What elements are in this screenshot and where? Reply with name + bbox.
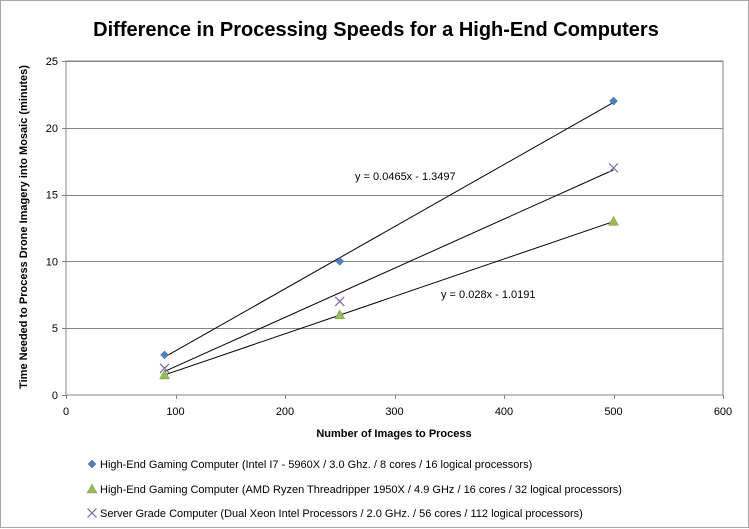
chart-title: Difference in Processing Speeds for a Hi… [93, 19, 659, 41]
point-2-1-b [334, 296, 345, 307]
y-tick-label-3: 15 [46, 190, 58, 202]
point-1-0 [159, 369, 170, 380]
point-2-0 [159, 363, 170, 374]
legend-marker-2 [87, 508, 97, 518]
trendline-label-1: y = 0.028x - 1.0191 [441, 289, 535, 301]
legend-marker-1 [86, 483, 98, 494]
y-tick-label-5: 25 [46, 56, 58, 68]
point-2-1 [334, 296, 345, 307]
y-tick-label-0: 0 [52, 390, 58, 402]
y-tick-label-1: 5 [52, 323, 58, 335]
y-tick-label-4: 20 [46, 123, 58, 135]
x-axis-title: Number of Images to Process [316, 428, 471, 440]
trendline-0 [164, 101, 614, 358]
legend: High-End Gaming Computer (Intel I7 - 596… [86, 459, 622, 520]
point-2-2-b [608, 162, 619, 173]
point-1-2 [608, 215, 619, 226]
legend-marker-2-b [87, 508, 97, 518]
x-tick-label-5: 500 [604, 406, 622, 418]
y-axis-title: Time Needed to Process Drone Imagery int… [18, 65, 30, 389]
point-0-1 [335, 257, 345, 266]
legend-label-1: High-End Gaming Computer (AMD Ryzen Thre… [100, 484, 622, 496]
trendline-1 [164, 221, 614, 376]
legend-label-2: Server Grade Computer (Dual Xeon Intel P… [100, 508, 583, 520]
trendline-label-0: y = 0.0465x - 1.3497 [355, 171, 456, 183]
x-tick-label-1: 100 [166, 406, 184, 418]
legend-item-1: High-End Gaming Computer (AMD Ryzen Thre… [86, 483, 622, 496]
x-tick-label-0: 0 [63, 406, 69, 418]
x-tick-label-6: 600 [714, 406, 732, 418]
point-2-2 [608, 162, 619, 173]
trendline-2 [164, 169, 614, 372]
legend-marker-0 [87, 459, 97, 469]
legend-item-0: High-End Gaming Computer (Intel I7 - 596… [87, 459, 532, 471]
point-0-2 [609, 96, 618, 106]
point-0-0 [160, 350, 169, 360]
plot-border [65, 60, 724, 396]
plot-area: 0 5 10 15 20 25 0 100 200 300 400 500 600 y = 0.0465x… [46, 56, 732, 418]
x-tick-label-2: 200 [276, 406, 294, 418]
legend-item-2: Server Grade Computer (Dual Xeon Intel P… [87, 508, 583, 520]
point-2-0-b [159, 363, 170, 374]
x-tick-label-4: 400 [495, 406, 513, 418]
legend-label-0: High-End Gaming Computer (Intel I7 - 596… [100, 459, 532, 471]
y-tick-label-2: 10 [46, 256, 58, 268]
point-1-1 [334, 309, 346, 320]
x-tick-label-3: 300 [385, 406, 403, 418]
